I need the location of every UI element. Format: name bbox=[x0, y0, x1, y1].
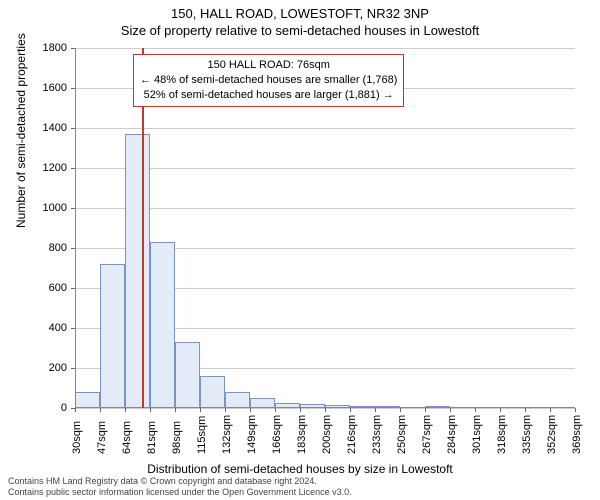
x-tick-label: 149sqm bbox=[246, 415, 258, 454]
y-tick-label: 1200 bbox=[27, 162, 67, 174]
y-tick-label: 1400 bbox=[27, 122, 67, 134]
y-tick-label: 800 bbox=[27, 242, 67, 254]
annotation-line2: ← 48% of semi-detached houses are smalle… bbox=[140, 73, 397, 88]
x-tick-label: 200sqm bbox=[321, 415, 333, 454]
y-axis-label: Number of semi-detached properties bbox=[14, 33, 28, 228]
chart-title-line1: 150, HALL ROAD, LOWESTOFT, NR32 3NP bbox=[0, 6, 600, 21]
chart-title-line2: Size of property relative to semi-detach… bbox=[0, 23, 600, 38]
histogram-bar bbox=[200, 376, 225, 408]
footer-attribution: Contains HM Land Registry data © Crown c… bbox=[8, 476, 352, 499]
x-tick-label: 30sqm bbox=[71, 421, 83, 454]
x-tick-label: 166sqm bbox=[271, 415, 283, 454]
x-tick-label: 318sqm bbox=[496, 415, 508, 454]
x-tick-label: 352sqm bbox=[546, 415, 558, 454]
x-tick-label: 250sqm bbox=[396, 415, 408, 454]
footer-line1: Contains HM Land Registry data © Crown c… bbox=[8, 476, 352, 487]
x-tick-label: 47sqm bbox=[96, 421, 108, 454]
x-axis-label: Distribution of semi-detached houses by … bbox=[0, 462, 600, 476]
y-tick-label: 200 bbox=[27, 362, 67, 374]
histogram-bar bbox=[175, 342, 200, 408]
x-tick-label: 64sqm bbox=[121, 421, 133, 454]
y-tick-label: 400 bbox=[27, 322, 67, 334]
x-tick-label: 267sqm bbox=[421, 415, 433, 454]
x-tick-label: 132sqm bbox=[221, 415, 233, 454]
x-tick-label: 216sqm bbox=[346, 415, 358, 454]
x-tick-label: 369sqm bbox=[571, 415, 583, 454]
gridline bbox=[75, 48, 575, 49]
x-tick-label: 98sqm bbox=[171, 421, 183, 454]
x-tick-label: 233sqm bbox=[371, 415, 383, 454]
y-tick-label: 0 bbox=[27, 402, 67, 414]
histogram-bar bbox=[150, 242, 175, 408]
x-tick-label: 183sqm bbox=[296, 415, 308, 454]
y-tick-label: 600 bbox=[27, 282, 67, 294]
chart-title-block: 150, HALL ROAD, LOWESTOFT, NR32 3NP Size… bbox=[0, 0, 600, 38]
gridline bbox=[75, 208, 575, 209]
annotation-line1: 150 HALL ROAD: 76sqm bbox=[140, 58, 397, 73]
x-tick-label: 301sqm bbox=[471, 415, 483, 454]
annotation-line3: 52% of semi-detached houses are larger (… bbox=[140, 88, 397, 103]
y-tick-label: 1000 bbox=[27, 202, 67, 214]
x-tick-label: 284sqm bbox=[446, 415, 458, 454]
histogram-bar bbox=[100, 264, 125, 408]
plot-area: 02004006008001000120014001600180030sqm47… bbox=[75, 48, 575, 408]
histogram-bar bbox=[225, 392, 250, 408]
x-tick-label: 81sqm bbox=[146, 421, 158, 454]
histogram-bar bbox=[125, 134, 150, 408]
x-tick-label: 115sqm bbox=[196, 416, 208, 454]
x-tick-label: 335sqm bbox=[521, 415, 533, 454]
y-tick-label: 1600 bbox=[27, 82, 67, 94]
footer-line2: Contains public sector information licen… bbox=[8, 487, 352, 498]
gridline bbox=[75, 168, 575, 169]
annotation-box: 150 HALL ROAD: 76sqm← 48% of semi-detach… bbox=[133, 54, 404, 107]
histogram-bar bbox=[75, 392, 100, 408]
y-tick-label: 1800 bbox=[27, 42, 67, 54]
gridline bbox=[75, 128, 575, 129]
